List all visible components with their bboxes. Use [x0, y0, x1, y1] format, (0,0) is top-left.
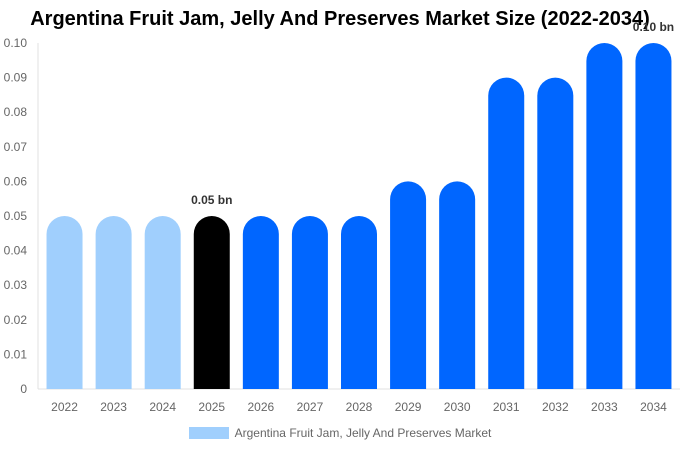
x-tick-label: 2026 [247, 400, 274, 414]
legend-label: Argentina Fruit Jam, Jelly And Preserves… [234, 426, 492, 440]
bar-2034 [635, 43, 672, 389]
bar-2028 [341, 216, 377, 389]
bar-2031 [488, 77, 525, 389]
bar-2022 [46, 216, 83, 389]
bar-2029 [390, 181, 427, 389]
x-tick-label: 2022 [51, 400, 78, 414]
bar-2027 [291, 216, 328, 389]
bar-2030 [439, 181, 476, 389]
x-tick-label: 2029 [395, 400, 422, 414]
y-tick-label: 0.03 [4, 278, 28, 292]
legend-swatch [188, 427, 229, 439]
bar-2024 [144, 216, 181, 389]
bar-2025 [193, 216, 230, 389]
legend: Argentina Fruit Jam, Jelly And Preserves… [0, 426, 680, 440]
bar-2033 [586, 43, 623, 389]
y-tick-label: 0.02 [4, 313, 28, 327]
x-tick-label: 2024 [149, 400, 176, 414]
x-tick-label: 2032 [542, 400, 569, 414]
data-label: 0.05 bn [191, 193, 232, 207]
y-tick-label: 0.09 [4, 71, 28, 85]
y-tick-label: 0.07 [4, 140, 28, 154]
x-tick-label: 2034 [640, 400, 667, 414]
chart-title: Argentina Fruit Jam, Jelly And Preserves… [30, 8, 650, 30]
y-tick-label: 0.10 [4, 36, 28, 50]
y-tick-label: 0.05 [4, 209, 28, 223]
bar-2026 [242, 216, 279, 389]
y-tick-label: 0 [20, 382, 27, 396]
y-tick-label: 0.08 [4, 105, 28, 119]
y-tick-label: 0.04 [4, 244, 28, 258]
x-tick-label: 2027 [297, 400, 324, 414]
data-label: 0.10 bn [633, 20, 674, 34]
x-tick-label: 2025 [198, 400, 225, 414]
bar-2032 [537, 77, 574, 389]
x-tick-label: 2023 [100, 400, 127, 414]
x-tick-label: 2031 [493, 400, 520, 414]
y-tick-label: 0.06 [4, 174, 28, 188]
y-tick-label: 0.01 [4, 347, 28, 361]
bar-2023 [95, 216, 132, 389]
x-tick-label: 2028 [346, 400, 373, 414]
x-tick-label: 2030 [444, 400, 471, 414]
x-tick-label: 2033 [591, 400, 618, 414]
